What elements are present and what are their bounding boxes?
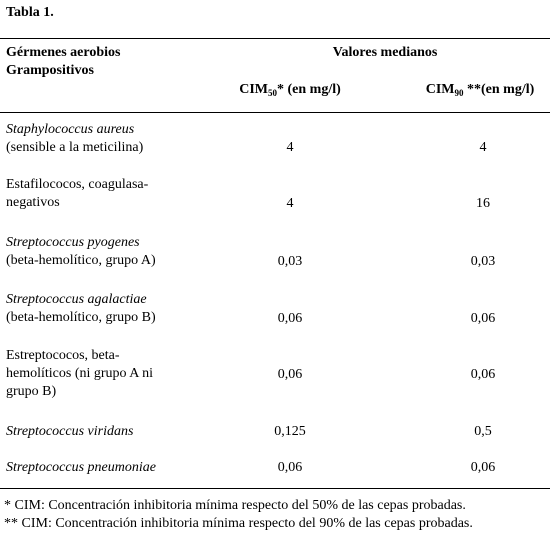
organism: Streptococcus pneumoniae: [6, 460, 156, 475]
cell: 0,06: [470, 367, 496, 382]
organism: Streptococcus pyogenes (beta-hemolítico, …: [6, 234, 196, 270]
cell: 0,03: [277, 254, 303, 269]
cell: 0,06: [470, 460, 496, 475]
cell: 0,06: [470, 311, 496, 326]
header-text: CIM: [425, 82, 455, 97]
header-text: **(en mg/l): [463, 82, 535, 97]
cell: 0,06: [277, 367, 303, 382]
footnote: * CIM: Concentración inhibitoria mínima …: [4, 498, 466, 513]
header-text: CIM: [239, 82, 268, 97]
cell: 4: [286, 140, 294, 155]
organism: Estafilococos, coagulasa-negativos: [6, 177, 149, 210]
rule: [0, 488, 550, 489]
header-text: * (en mg/l): [277, 82, 341, 97]
header-line: Gérmenes aerobios: [6, 45, 121, 60]
rule: [0, 112, 550, 113]
organism: Streptococcus viridans: [6, 424, 134, 439]
cell: 4: [479, 140, 487, 155]
cell: 0,125: [274, 424, 306, 439]
organism-name: Staphylococcus aureus: [6, 122, 135, 137]
organism: Streptococcus agalactiae (beta-hemolítico…: [6, 291, 196, 327]
column-header: CIM90 **(en mg/l): [405, 81, 550, 99]
organism: Estreptococos, beta-hemolíticos (ni grup…: [6, 348, 153, 399]
column-header: Gérmenes aerobios Grampositivos: [6, 44, 206, 80]
cell: 4: [286, 196, 294, 211]
title: Tabla 1.: [6, 5, 54, 20]
group-header: Valores medianos: [332, 45, 438, 60]
cell: 0,03: [470, 254, 496, 269]
cell: 0,06: [277, 311, 303, 326]
organism-note: (sensible a la meticilina): [6, 140, 144, 155]
footnote: ** CIM: Concentración inhibitoria mínima…: [4, 516, 473, 531]
organism-name: Streptococcus pyogenes: [6, 235, 140, 250]
cell: 0,06: [277, 460, 303, 475]
header-subscript: 90: [454, 88, 464, 98]
organism: Staphylococcus aureus (sensible a la meti…: [6, 121, 196, 157]
cell: 0,5: [474, 424, 492, 439]
organism-note: (beta-hemolítico, grupo B): [6, 310, 156, 325]
header-line: Grampositivos: [6, 63, 94, 78]
cell: 16: [476, 196, 490, 211]
header-subscript: 50: [268, 88, 277, 98]
column-header: CIM50* (en mg/l): [215, 81, 365, 99]
rule: [0, 38, 550, 39]
organism-note: (beta-hemolítico, grupo A): [6, 253, 156, 268]
organism-name: Streptococcus agalactiae: [6, 292, 147, 307]
